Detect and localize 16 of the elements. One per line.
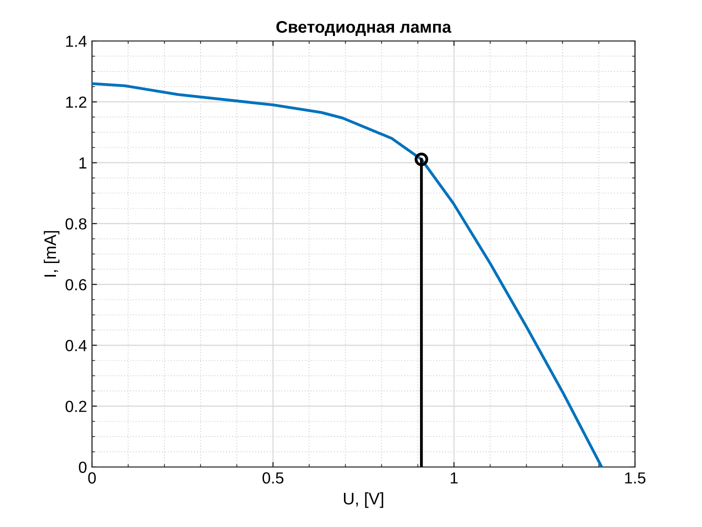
y-tick-label: 0.4 [66,340,87,352]
x-axis-title: U, [V] [344,492,384,508]
chart-title: Светодиодная лампа [276,21,452,36]
y-tick-label: 0.2 [66,400,86,412]
y-axis-title: I, [mA] [44,231,60,277]
y-tick-label: 1 [79,158,86,168]
y-tick-label: 1.4 [66,36,87,47]
line-series [92,82,604,467]
y-tick-label: 1.2 [66,96,86,108]
x-tick-label: 0.5 [262,472,284,484]
x-tick-label: 0 [88,472,96,484]
y-tick-label: 0.6 [66,279,86,290]
x-tick-label: 1 [450,472,458,484]
y-tick-label: 0.8 [66,218,86,230]
y-tick-label: 0 [78,462,87,473]
x-tick-label: 1.5 [625,472,646,484]
